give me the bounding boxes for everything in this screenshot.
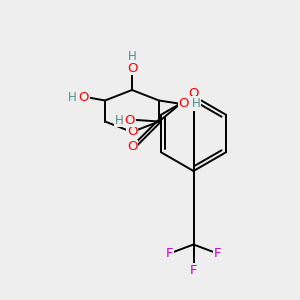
Text: O: O [125, 113, 135, 127]
Text: F: F [190, 263, 197, 277]
Text: H: H [191, 97, 200, 110]
Text: O: O [127, 125, 137, 139]
Text: H: H [68, 91, 76, 104]
Text: O: O [179, 97, 189, 110]
Text: H: H [115, 113, 124, 127]
Text: F: F [214, 247, 221, 260]
Text: H: H [128, 50, 136, 63]
Text: O: O [127, 61, 137, 75]
Text: O: O [79, 91, 89, 104]
Text: O: O [127, 140, 137, 154]
Text: F: F [166, 247, 173, 260]
Text: O: O [188, 86, 199, 100]
